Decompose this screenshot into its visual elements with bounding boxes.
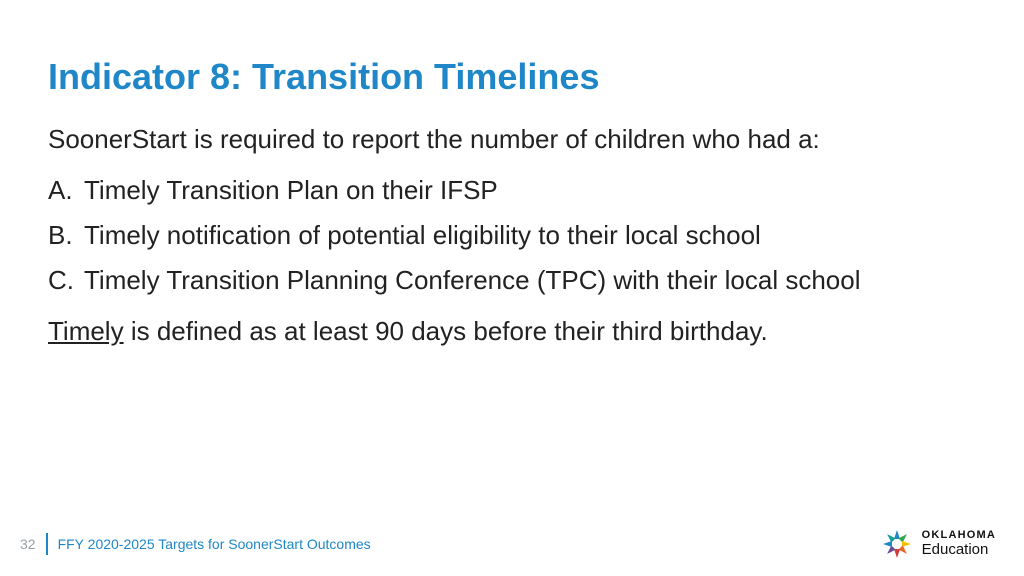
- list-marker: C.: [48, 261, 84, 300]
- definition-underlined: Timely: [48, 316, 124, 346]
- list-marker: A.: [48, 171, 84, 210]
- slide: Indicator 8: Transition Timelines Sooner…: [0, 0, 1024, 576]
- intro-text: SoonerStart is required to report the nu…: [48, 122, 976, 157]
- definition-rest: is defined as at least 90 days before th…: [124, 316, 768, 346]
- footer-text: FFY 2020-2025 Targets for SoonerStart Ou…: [58, 536, 371, 552]
- list-marker: B.: [48, 216, 84, 255]
- logo-line2: Education: [922, 542, 996, 558]
- slide-title: Indicator 8: Transition Timelines: [48, 56, 976, 98]
- list-text: Timely Transition Plan on their IFSP: [84, 175, 498, 205]
- footer: 32 FFY 2020-2025 Targets for SoonerStart…: [0, 512, 1024, 576]
- definition-text: Timely is defined as at least 90 days be…: [48, 314, 976, 349]
- ordered-list: A.Timely Transition Plan on their IFSP B…: [48, 171, 976, 300]
- page-number: 32: [20, 536, 36, 552]
- list-item: B.Timely notification of potential eligi…: [48, 216, 976, 255]
- list-text: Timely Transition Planning Conference (T…: [84, 265, 860, 295]
- list-text: Timely notification of potential eligibi…: [84, 220, 761, 250]
- logo: OKLAHOMA Education: [880, 527, 996, 561]
- list-item: C.Timely Transition Planning Conference …: [48, 261, 976, 300]
- logo-text: OKLAHOMA Education: [922, 530, 996, 557]
- list-item: A.Timely Transition Plan on their IFSP: [48, 171, 976, 210]
- starburst-icon: [880, 527, 914, 561]
- footer-divider: [46, 533, 48, 555]
